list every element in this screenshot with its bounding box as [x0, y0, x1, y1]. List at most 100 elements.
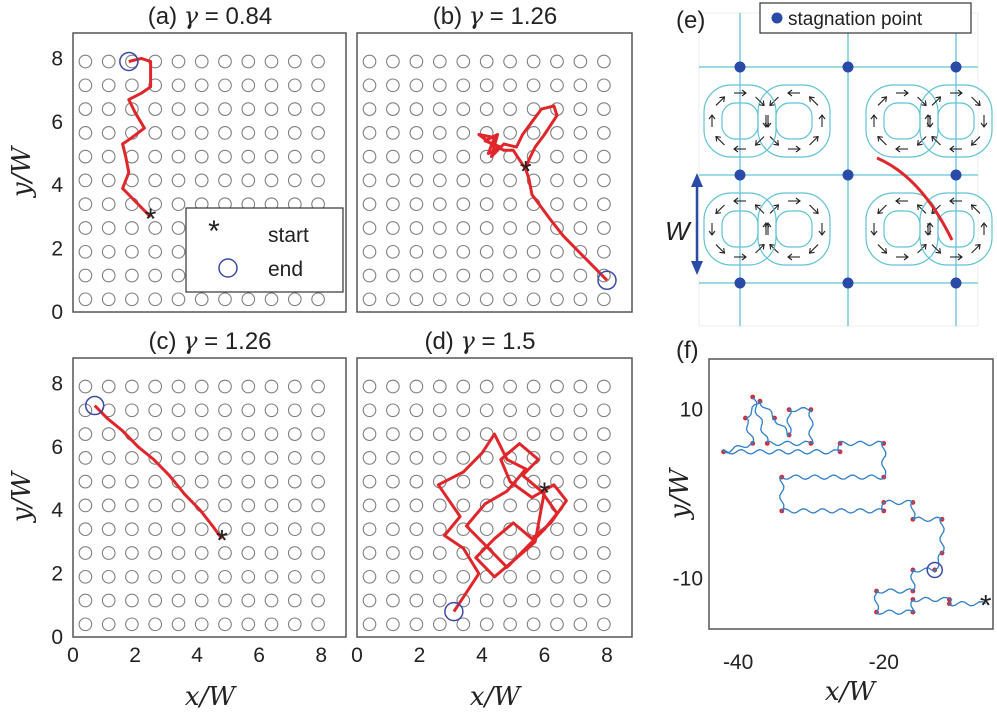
obstacle-marker — [550, 197, 564, 212]
w-scale-arrow-bottom — [691, 261, 703, 275]
flow-arrowhead — [877, 135, 883, 142]
obstacle-marker — [194, 617, 209, 632]
obstacle-marker — [456, 54, 471, 69]
flow-arrow — [931, 136, 941, 146]
obstacle-marker — [362, 102, 377, 116]
obstacle-marker — [550, 221, 564, 235]
x-tick-label: 6 — [253, 644, 265, 667]
obstacle-marker — [597, 403, 611, 418]
obstacle-marker — [386, 593, 400, 608]
obstacle-marker — [550, 126, 564, 140]
legend-e-box — [759, 2, 972, 34]
obstacle-grid-c — [78, 379, 325, 632]
obstacle-marker — [456, 569, 471, 584]
flow-arrow — [931, 96, 941, 106]
x-tick-label: 4 — [191, 644, 203, 667]
obstacle-marker — [287, 522, 302, 537]
obstacle-marker — [264, 292, 279, 307]
obstacle-marker — [597, 268, 611, 283]
obstacle-marker — [432, 522, 447, 537]
obstacle-marker — [479, 522, 494, 537]
obstacle-marker — [218, 379, 232, 394]
obstacle-marker — [526, 292, 541, 307]
flow-arrowhead — [931, 135, 937, 142]
obstacle-marker — [432, 451, 447, 465]
trajectory-f — [722, 396, 987, 615]
obstacle-marker — [503, 126, 517, 140]
obstacle-marker — [78, 244, 93, 259]
trajectory-b — [477, 104, 609, 282]
y-tick-label: 2 — [51, 238, 63, 261]
obstacle-marker — [241, 569, 256, 584]
panel-d-title: (d) γ = 1.5 — [424, 327, 535, 355]
obstacle-marker — [479, 379, 494, 394]
y-tick-label: 10 — [680, 399, 703, 422]
flow-arrowhead — [759, 100, 765, 107]
obstacle-marker — [241, 427, 256, 441]
obstacle-marker — [101, 126, 116, 140]
obstacle-marker — [311, 292, 325, 307]
obstacle-marker — [241, 403, 256, 418]
trajectory-e — [876, 156, 954, 241]
streamline-loop — [937, 210, 975, 248]
obstacle-marker — [432, 149, 447, 164]
flow-arrowhead — [957, 89, 963, 97]
obstacle-marker — [101, 427, 116, 441]
obstacle-marker — [218, 593, 232, 608]
obstacle-marker — [550, 617, 564, 632]
panel-c-frame — [72, 357, 347, 638]
flow-arrowhead — [916, 140, 923, 146]
ticks-a: 0 2 4 6 8 — [51, 47, 63, 324]
obstacle-marker — [503, 197, 517, 212]
obstacle-marker — [101, 78, 116, 93]
obstacle-marker — [101, 522, 116, 537]
flow-arrowhead — [895, 145, 901, 153]
obstacle-marker — [573, 593, 588, 608]
obstacle-marker — [241, 379, 256, 394]
flow-arrowhead — [903, 253, 909, 261]
obstacle-marker — [125, 546, 139, 560]
legend-e-label: stagnation point — [788, 9, 923, 30]
flow-arrowhead — [949, 197, 955, 205]
obstacle-marker — [573, 569, 588, 584]
obstacle-marker — [311, 546, 325, 560]
obstacle-marker — [148, 474, 163, 489]
obstacle-marker — [479, 221, 494, 235]
obstacle-marker — [148, 197, 163, 212]
obstacle-marker — [597, 474, 611, 489]
obstacle-marker — [456, 197, 471, 212]
obstacle-marker — [125, 569, 139, 584]
obstacle-marker — [573, 498, 588, 513]
obstacle-marker — [218, 126, 232, 140]
flow-arrow — [971, 136, 981, 146]
flow-arrow — [715, 136, 725, 146]
obstacle-marker — [171, 173, 186, 188]
obstacle-marker — [386, 522, 400, 537]
obstacle-marker — [550, 522, 564, 537]
obstacle-marker — [362, 78, 377, 93]
obstacle-marker — [573, 474, 588, 489]
obstacle-marker — [386, 379, 400, 394]
stagnation-legend-marker — [771, 12, 783, 24]
obstacle-marker — [386, 427, 400, 441]
obstacle-marker — [386, 54, 400, 69]
ticks-d: 0 2 4 6 8 — [351, 644, 613, 667]
obstacle-marker — [311, 102, 325, 116]
x-tick-label: 8 — [315, 644, 327, 667]
panel-d-frame — [356, 357, 633, 638]
flow-arrowhead — [881, 248, 888, 254]
obstacle-marker — [101, 173, 116, 188]
obstacle-marker — [78, 292, 93, 307]
obstacle-marker — [597, 54, 611, 69]
flow-arrowhead — [818, 114, 826, 120]
end-marker-c — [84, 395, 105, 416]
obstacle-marker — [218, 102, 232, 116]
obstacle-marker — [218, 617, 232, 632]
obstacle-marker — [456, 221, 471, 235]
flow-arrowhead — [980, 122, 988, 128]
obstacle-marker — [78, 498, 93, 513]
streamline-loop — [865, 84, 939, 158]
obstacle-marker — [597, 522, 611, 537]
obstacle-marker — [125, 617, 139, 632]
obstacle-marker — [432, 54, 447, 69]
